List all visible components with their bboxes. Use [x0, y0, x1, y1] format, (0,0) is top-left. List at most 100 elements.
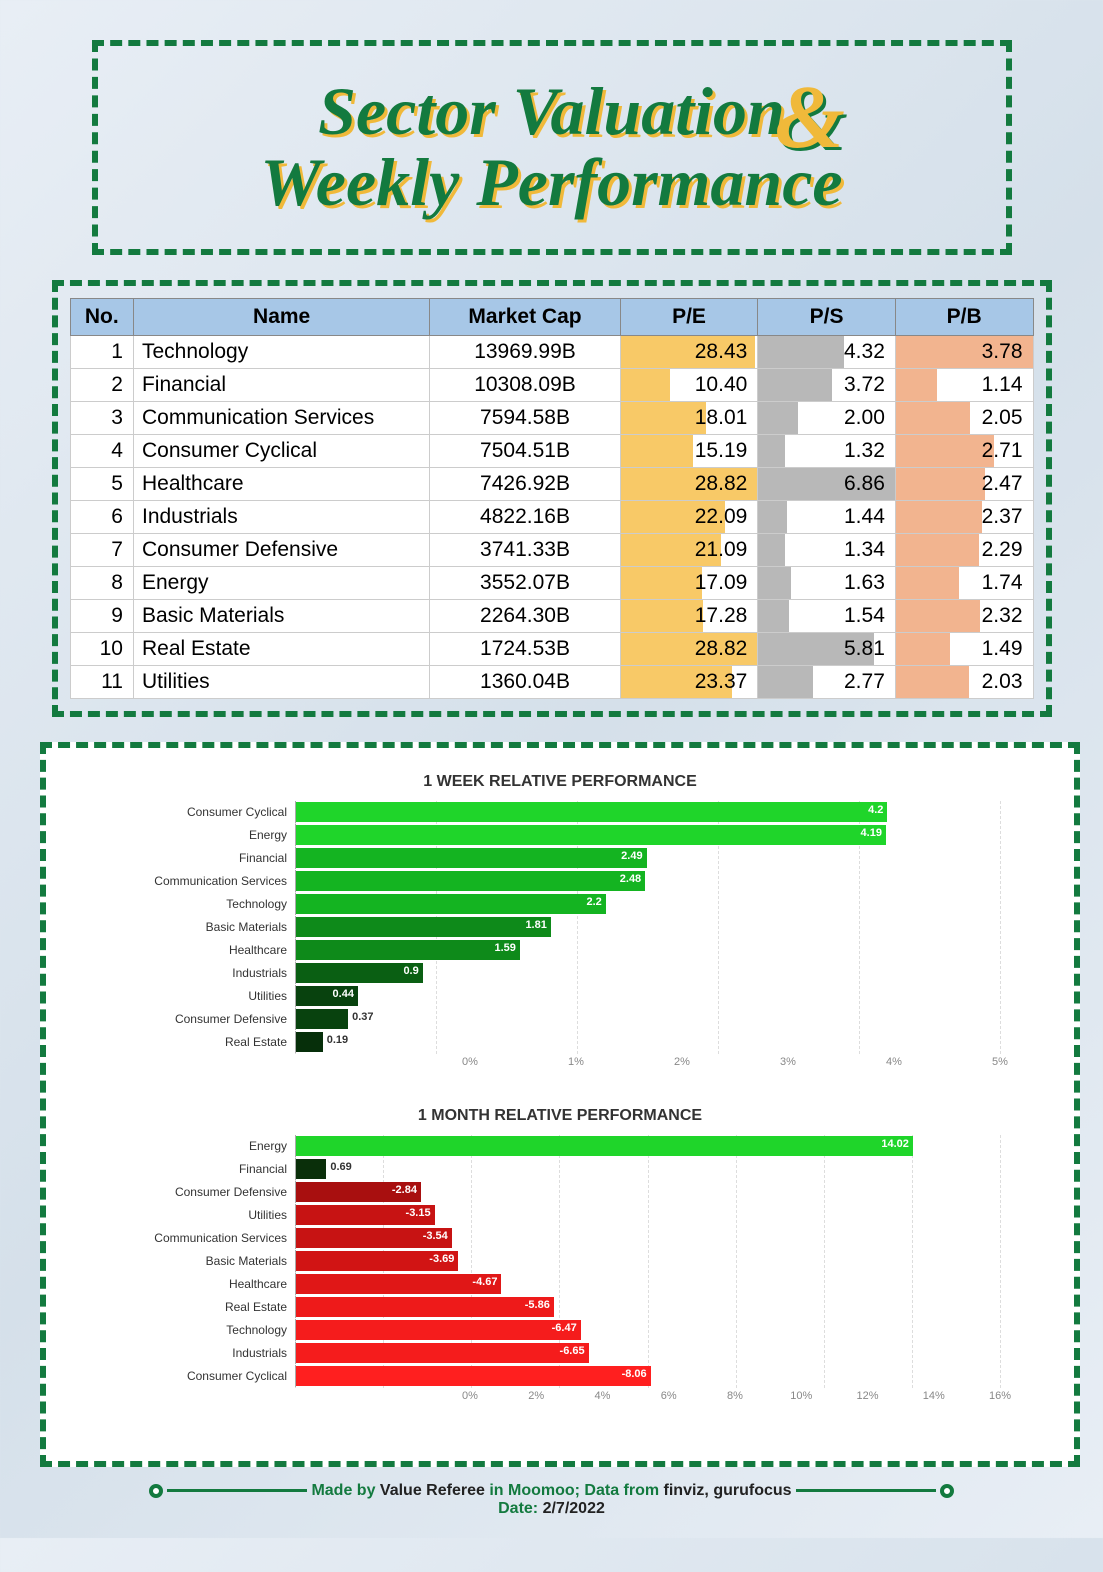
cell-pe: 15.19: [620, 434, 758, 467]
chart-row: Communication Services-3.54: [120, 1227, 1000, 1249]
chart-value: -5.86: [525, 1299, 550, 1311]
cell-pb: 1.74: [895, 566, 1033, 599]
footer-dot-left: [149, 1484, 163, 1498]
cell-ps: 5.81: [758, 632, 896, 665]
chart-value: -4.67: [472, 1276, 497, 1288]
table-row: 10Real Estate1724.53B28.825.811.49: [70, 632, 1033, 665]
chart-value: 2.49: [621, 850, 642, 862]
cell-ps: 3.72: [758, 368, 896, 401]
chart-category: Healthcare: [120, 943, 295, 957]
footer: Made by Value Referee in Moomoo; Data fr…: [40, 1482, 1063, 1518]
chart-value: -2.84: [392, 1184, 417, 1196]
chart-value: -6.47: [552, 1322, 577, 1334]
cell-marketcap: 7504.51B: [430, 434, 620, 467]
cell-no: 11: [70, 665, 133, 698]
footer-made-prefix: Made by: [311, 1482, 379, 1499]
chart-bar: [296, 1297, 554, 1317]
cell-no: 1: [70, 335, 133, 368]
chart-category: Basic Materials: [120, 920, 295, 934]
cell-ps: 1.63: [758, 566, 896, 599]
table-row: 1Technology13969.99B28.434.323.78: [70, 335, 1033, 368]
chart-category: Basic Materials: [120, 1254, 295, 1268]
chart-category: Financial: [120, 851, 295, 865]
chart-value: -3.69: [429, 1253, 454, 1265]
valuation-table-box: No.NameMarket CapP/EP/SP/B 1Technology13…: [52, 280, 1052, 717]
chart-value: 0.19: [327, 1034, 348, 1046]
cell-name: Industrials: [133, 500, 429, 533]
table-header-cell: P/B: [895, 298, 1033, 335]
chart-category: Industrials: [120, 1346, 295, 1360]
cell-no: 7: [70, 533, 133, 566]
chart-category: Communication Services: [120, 874, 295, 888]
table-row: 11Utilities1360.04B23.372.772.03: [70, 665, 1033, 698]
chart-row: Basic Materials1.81: [120, 916, 1000, 938]
month-chart: 1 MONTH RELATIVE PERFORMANCE Energy14.02…: [120, 1107, 1000, 1406]
cell-name: Utilities: [133, 665, 429, 698]
chart-row: Industrials-6.65: [120, 1342, 1000, 1364]
chart-category: Technology: [120, 1323, 295, 1337]
table-row: 6Industrials4822.16B22.091.442.37: [70, 500, 1033, 533]
table-row: 9Basic Materials2264.30B17.281.542.32: [70, 599, 1033, 632]
cell-ps: 1.54: [758, 599, 896, 632]
title-wrap: Sector Valuation &: [318, 76, 785, 147]
chart-bar: [296, 917, 551, 937]
cell-pe: 10.40: [620, 368, 758, 401]
chart-tick: 4%: [886, 1056, 902, 1068]
cell-pb: 3.78: [895, 335, 1033, 368]
cell-pe: 22.09: [620, 500, 758, 533]
chart-row: Communication Services2.48: [120, 870, 1000, 892]
chart-tick: 5%: [992, 1056, 1008, 1068]
chart-tick: 3%: [780, 1056, 796, 1068]
cell-marketcap: 13969.99B: [430, 335, 620, 368]
cell-name: Energy: [133, 566, 429, 599]
footer-dot-right: [940, 1484, 954, 1498]
cell-name: Healthcare: [133, 467, 429, 500]
week-chart: 1 WEEK RELATIVE PERFORMANCE Consumer Cyc…: [120, 773, 1000, 1072]
chart-value: 1.59: [494, 942, 515, 954]
cell-pb: 2.71: [895, 434, 1033, 467]
cell-marketcap: 3552.07B: [430, 566, 620, 599]
chart-category: Consumer Defensive: [120, 1012, 295, 1026]
chart-category: Energy: [120, 1139, 295, 1153]
chart-bar: [296, 1009, 348, 1029]
chart-category: Utilities: [120, 989, 295, 1003]
chart-value: 14.02: [881, 1138, 909, 1150]
table-header-cell: Name: [133, 298, 429, 335]
cell-no: 9: [70, 599, 133, 632]
cell-marketcap: 3741.33B: [430, 533, 620, 566]
chart-value: -3.15: [406, 1207, 431, 1219]
cell-marketcap: 10308.09B: [430, 368, 620, 401]
chart-bar: [296, 894, 606, 914]
chart-value: 0.37: [352, 1011, 373, 1023]
cell-no: 8: [70, 566, 133, 599]
cell-pe: 28.82: [620, 467, 758, 500]
chart-row: Healthcare-4.67: [120, 1273, 1000, 1295]
table-row: 4Consumer Cyclical7504.51B15.191.322.71: [70, 434, 1033, 467]
chart-bar: [296, 848, 647, 868]
cell-marketcap: 2264.30B: [430, 599, 620, 632]
chart-tick: 14%: [923, 1390, 945, 1402]
footer-sources: finviz, gurufocus: [664, 1482, 792, 1499]
chart-tick: 4%: [595, 1390, 611, 1402]
chart-tick: 0%: [462, 1056, 478, 1068]
cell-no: 10: [70, 632, 133, 665]
chart-bar: [296, 825, 886, 845]
cell-marketcap: 7594.58B: [430, 401, 620, 434]
chart-row: Consumer Cyclical-8.06: [120, 1365, 1000, 1387]
table-header-cell: Market Cap: [430, 298, 620, 335]
chart-row: Consumer Cyclical4.2: [120, 801, 1000, 823]
cell-no: 5: [70, 467, 133, 500]
chart-bar: [296, 1136, 913, 1156]
chart-row: Technology -6.47: [120, 1319, 1000, 1341]
chart-value: 2.2: [586, 896, 601, 908]
chart-category: Technology: [120, 897, 295, 911]
table-row: 3Communication Services7594.58B18.012.00…: [70, 401, 1033, 434]
cell-pb: 2.47: [895, 467, 1033, 500]
cell-no: 4: [70, 434, 133, 467]
cell-marketcap: 1724.53B: [430, 632, 620, 665]
footer-date: 2/7/2022: [543, 1500, 605, 1517]
footer-line-right: [796, 1489, 936, 1492]
chart-row: Financial0.69: [120, 1158, 1000, 1180]
cell-ps: 1.44: [758, 500, 896, 533]
cell-ps: 6.86: [758, 467, 896, 500]
